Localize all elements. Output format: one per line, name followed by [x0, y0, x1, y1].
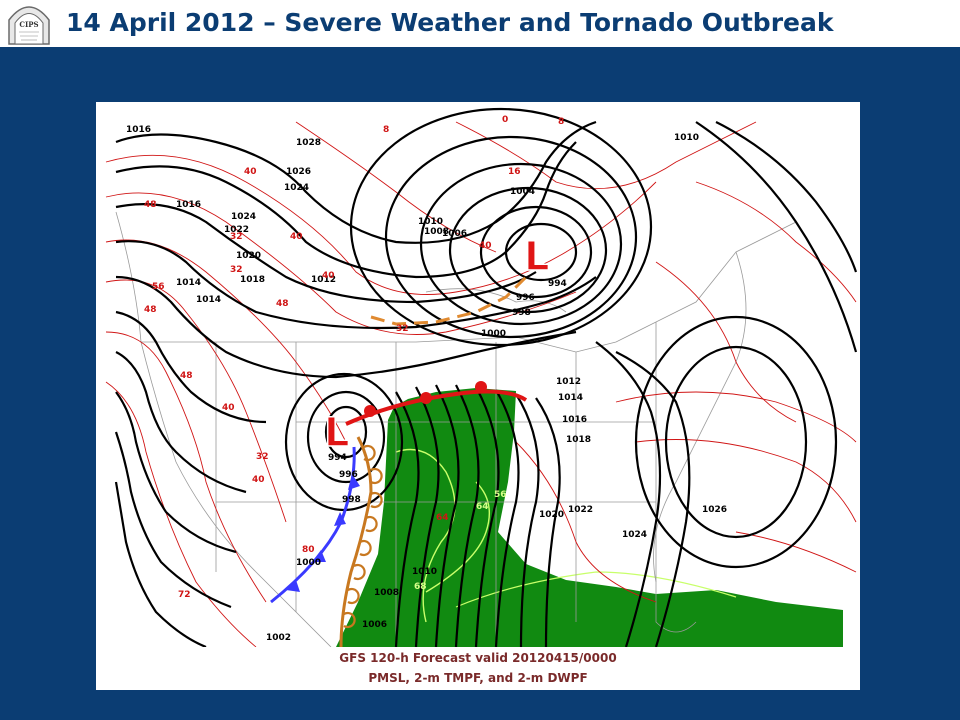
svg-text:32: 32 — [230, 232, 243, 242]
svg-text:48: 48 — [144, 200, 157, 210]
svg-text:1026: 1026 — [702, 505, 727, 515]
slide-title: 14 April 2012 – Severe Weather and Torna… — [66, 8, 834, 37]
svg-text:1008: 1008 — [374, 588, 399, 598]
svg-text:80: 80 — [302, 545, 315, 555]
svg-text:996: 996 — [339, 470, 358, 480]
surface-trough — [370, 275, 528, 326]
svg-text:40: 40 — [252, 475, 265, 485]
svg-text:32: 32 — [230, 265, 243, 275]
svg-text:68: 68 — [414, 582, 427, 592]
svg-text:1002: 1002 — [266, 633, 291, 643]
svg-text:1006: 1006 — [442, 229, 467, 239]
isobars — [114, 107, 858, 647]
svg-text:1018: 1018 — [240, 275, 265, 285]
svg-text:1010: 1010 — [418, 217, 443, 227]
svg-text:1012: 1012 — [311, 275, 336, 285]
svg-text:1016: 1016 — [126, 125, 151, 135]
svg-text:1020: 1020 — [539, 510, 564, 520]
map-caption-fields: PMSL, 2-m TMPF, and 2-m DWPF — [368, 671, 588, 685]
svg-text:1022: 1022 — [568, 505, 593, 515]
forecast-map: L L 1016 1028 1026 1024 1016 1024 1022 1… — [105, 107, 858, 647]
svg-text:1020: 1020 — [236, 251, 261, 261]
dewpoint-contour — [455, 571, 737, 608]
svg-text:1016: 1016 — [562, 415, 587, 425]
svg-text:1022: 1022 — [224, 225, 249, 235]
map-caption-forecast: GFS 120-h Forecast valid 20120415/0000 — [339, 651, 617, 665]
svg-text:998: 998 — [512, 308, 531, 318]
svg-text:32: 32 — [256, 452, 269, 462]
svg-text:40: 40 — [479, 241, 492, 251]
svg-text:40: 40 — [322, 271, 335, 281]
svg-text:1026: 1026 — [286, 167, 311, 177]
svg-text:1000: 1000 — [296, 558, 321, 568]
pressure-labels: 1016 1028 1026 1024 1016 1024 1022 1020 … — [126, 125, 727, 643]
svg-text:1028: 1028 — [296, 138, 321, 148]
svg-text:1014: 1014 — [558, 393, 583, 403]
low-pressure-symbol-plains: L — [324, 410, 350, 456]
svg-text:994: 994 — [328, 453, 347, 463]
svg-text:8: 8 — [558, 117, 564, 127]
svg-text:1008: 1008 — [424, 227, 449, 237]
svg-text:1014: 1014 — [176, 278, 201, 288]
svg-text:40: 40 — [244, 167, 257, 177]
cips-logo-icon: CIPS — [8, 6, 50, 45]
svg-text:1000: 1000 — [481, 329, 506, 339]
dewpoint-contour — [425, 481, 490, 593]
forecast-map-panel: L L 1016 1028 1026 1024 1016 1024 1022 1… — [96, 102, 860, 690]
svg-text:996: 996 — [516, 293, 535, 303]
svg-text:1016: 1016 — [176, 200, 201, 210]
svg-text:48: 48 — [180, 371, 193, 381]
svg-text:16: 16 — [508, 167, 521, 177]
svg-text:32: 32 — [396, 324, 409, 334]
svg-text:0: 0 — [502, 115, 508, 125]
svg-text:1012: 1012 — [556, 377, 581, 387]
geography-outlines — [115, 211, 797, 647]
svg-text:1014: 1014 — [196, 295, 221, 305]
svg-text:56: 56 — [494, 490, 507, 500]
svg-text:72: 72 — [178, 590, 191, 600]
svg-text:40: 40 — [222, 403, 235, 413]
svg-text:8: 8 — [383, 125, 389, 135]
svg-text:1018: 1018 — [566, 435, 591, 445]
svg-text:1024: 1024 — [284, 183, 309, 193]
svg-text:1004: 1004 — [510, 187, 535, 197]
svg-text:998: 998 — [342, 495, 361, 505]
svg-text:1024: 1024 — [231, 212, 256, 222]
svg-text:64: 64 — [436, 513, 449, 523]
slide-header: CIPS 14 April 2012 – Severe Weather and … — [0, 0, 960, 50]
low-pressure-symbol-northeast: L — [524, 234, 550, 280]
svg-text:1010: 1010 — [674, 133, 699, 143]
svg-text:1024: 1024 — [622, 530, 647, 540]
svg-text:40: 40 — [290, 232, 303, 242]
svg-text:56: 56 — [152, 282, 165, 292]
svg-text:64: 64 — [476, 502, 489, 512]
svg-text:994: 994 — [548, 279, 567, 289]
svg-text:48: 48 — [276, 299, 289, 309]
svg-text:CIPS: CIPS — [19, 20, 38, 29]
isotherms — [105, 121, 857, 647]
svg-text:1006: 1006 — [362, 620, 387, 630]
svg-text:1010: 1010 — [412, 567, 437, 577]
svg-text:48: 48 — [144, 305, 157, 315]
dryline — [339, 436, 373, 647]
temperature-labels: 8 0 8 16 40 48 40 32 40 32 56 48 40 48 4… — [144, 115, 564, 600]
